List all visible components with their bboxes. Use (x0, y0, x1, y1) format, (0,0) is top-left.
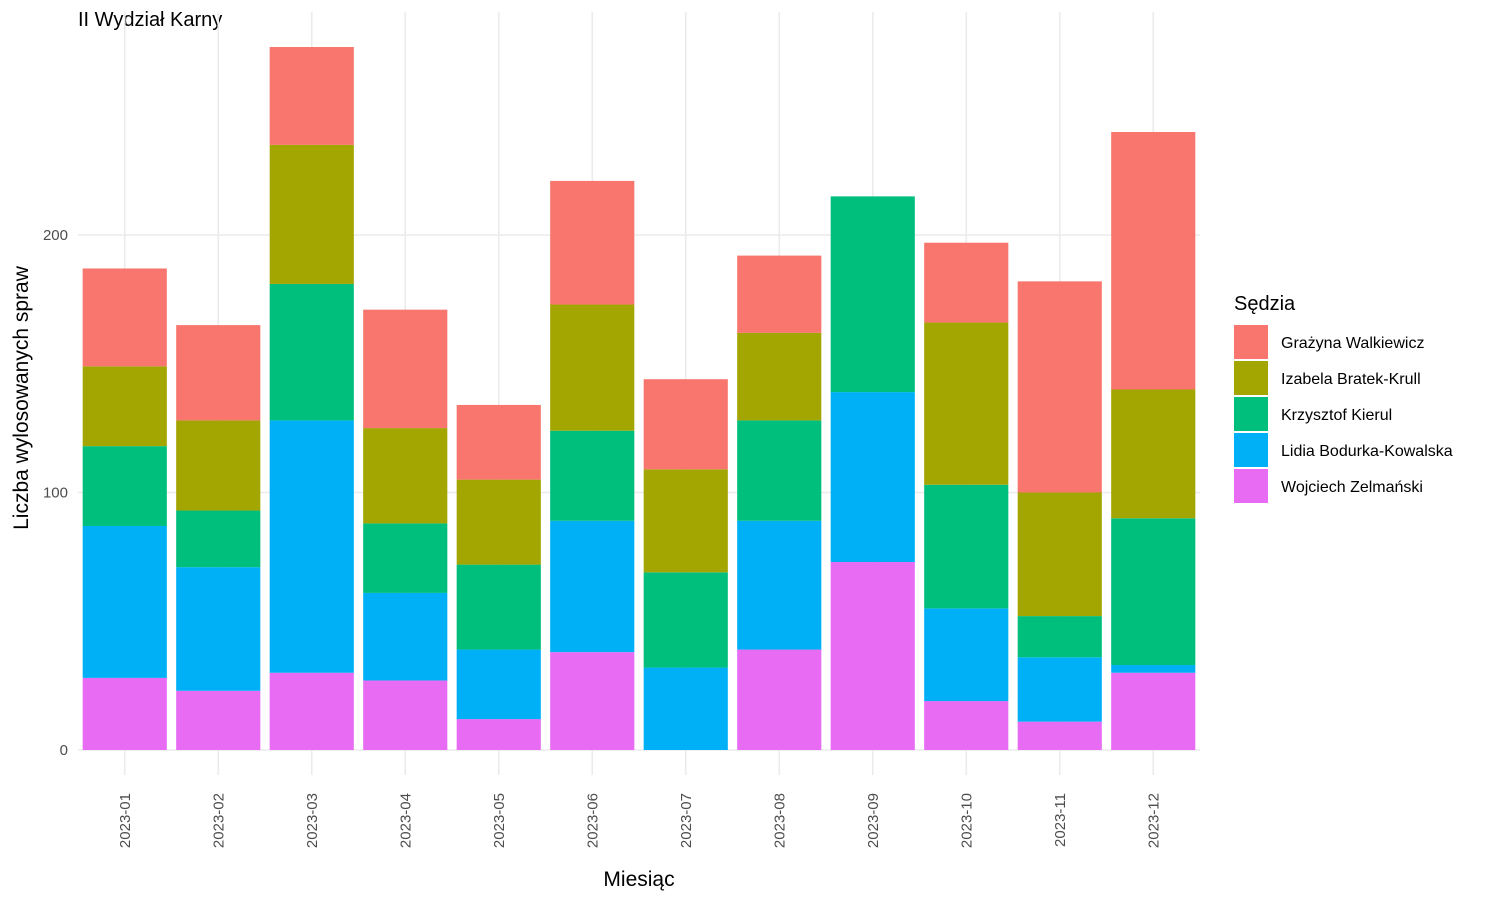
x-tick-label: 2023-09 (865, 793, 882, 848)
legend-label: Lidia Bodurka-Kowalska (1281, 443, 1453, 460)
legend-key (1234, 361, 1268, 395)
bar-segment (269, 283, 354, 421)
chart-title: II Wydział Karny (78, 9, 222, 31)
bar-segment (737, 520, 822, 650)
y-tick-label: 0 (60, 742, 68, 759)
x-tick-label: 2023-04 (397, 793, 414, 848)
bar-segment (176, 420, 261, 511)
bar-segment (924, 701, 1009, 750)
legend-label: Krzysztof Kierul (1281, 407, 1392, 424)
bar-segment (363, 523, 448, 593)
bar-segment (456, 649, 541, 720)
bar-segment (1017, 616, 1102, 658)
bar-segment (550, 180, 635, 305)
x-axis-title: Miesiąc (603, 868, 674, 891)
bar-segment (737, 649, 822, 750)
bar-segment (82, 366, 167, 447)
legend-key (1234, 397, 1268, 431)
legend-key (1234, 325, 1268, 359)
bar-segment (550, 430, 635, 521)
y-tick-label: 100 (43, 485, 68, 502)
x-tick-label: 2023-11 (1052, 793, 1069, 847)
x-tick-label: 2023-07 (678, 793, 695, 848)
bar-segment (1111, 518, 1196, 666)
bar-segment (456, 404, 541, 480)
bar-segment (830, 562, 915, 750)
bar-segment (269, 420, 354, 673)
bar-segment (924, 322, 1009, 485)
bar-segment (1111, 389, 1196, 519)
legend-label: Izabela Bratek-Krull (1281, 371, 1421, 388)
x-tick-label: 2023-08 (771, 793, 788, 848)
legend: Sędzia Grażyna Walkiewicz Izabela Bratek-… (1234, 293, 1453, 503)
bar-segment (82, 268, 167, 367)
bar-segment (456, 479, 541, 565)
bar-segment (176, 510, 261, 568)
bar-segment (924, 484, 1009, 609)
bar-segment (1017, 281, 1102, 493)
bar-segment (269, 144, 354, 284)
legend-title: Sędzia (1234, 293, 1296, 315)
bar-segment (269, 47, 354, 145)
x-tick-label: 2023-02 (210, 793, 227, 848)
bar-segment (1111, 665, 1196, 673)
bar-segment (176, 325, 261, 421)
bar-segment (643, 572, 728, 668)
bar-segment (737, 255, 822, 333)
legend-label: Wojciech Zelmański (1281, 479, 1423, 496)
bar-segment (82, 525, 167, 678)
bar-segment (1017, 492, 1102, 617)
y-axis-title: Liczba wylosowanych spraw (10, 265, 33, 530)
x-tick-label: 2023-10 (958, 793, 975, 848)
bar-segment (82, 677, 167, 750)
bar-segment (269, 672, 354, 750)
bar-segment (363, 428, 448, 524)
bar-segment (924, 242, 1009, 323)
x-axis-ticks: 2023-01 2023-02 2023-03 2023-04 2023-05 2023-… (117, 793, 1163, 848)
bar-segment (830, 196, 915, 393)
bar-segment (176, 567, 261, 691)
bar-segment (1111, 132, 1196, 390)
bar-segment (363, 592, 448, 681)
bar-segment (924, 608, 1009, 702)
bar-segment (550, 520, 635, 653)
bar-segment (82, 446, 167, 526)
x-tick-label: 2023-03 (304, 793, 321, 848)
x-tick-label: 2023-12 (1145, 793, 1162, 848)
bar-segment (1017, 657, 1102, 722)
bar-segment (550, 652, 635, 750)
bar-segment (363, 309, 448, 429)
bar-segment (737, 420, 822, 521)
x-tick-label: 2023-05 (491, 793, 508, 848)
legend-key (1234, 469, 1268, 503)
x-tick-label: 2023-01 (117, 793, 134, 848)
x-tick-label: 2023-06 (584, 793, 601, 848)
bar-segment (830, 392, 915, 563)
bar-segment (737, 332, 822, 421)
bar-segment (176, 690, 261, 750)
bar-segment (643, 667, 728, 750)
bar-segment (456, 719, 541, 750)
bars (82, 47, 1196, 750)
bar-segment (643, 469, 728, 573)
y-tick-label: 200 (43, 227, 68, 244)
bar-segment (363, 680, 448, 750)
bar-segment (643, 379, 728, 470)
bar-segment (1111, 672, 1196, 750)
y-axis-ticks: 0 100 200 (43, 227, 68, 759)
legend-label: Grażyna Walkiewicz (1281, 335, 1424, 352)
bar-segment (1017, 721, 1102, 750)
bar-segment (550, 304, 635, 431)
legend-key (1234, 433, 1268, 467)
bar-segment (456, 564, 541, 650)
